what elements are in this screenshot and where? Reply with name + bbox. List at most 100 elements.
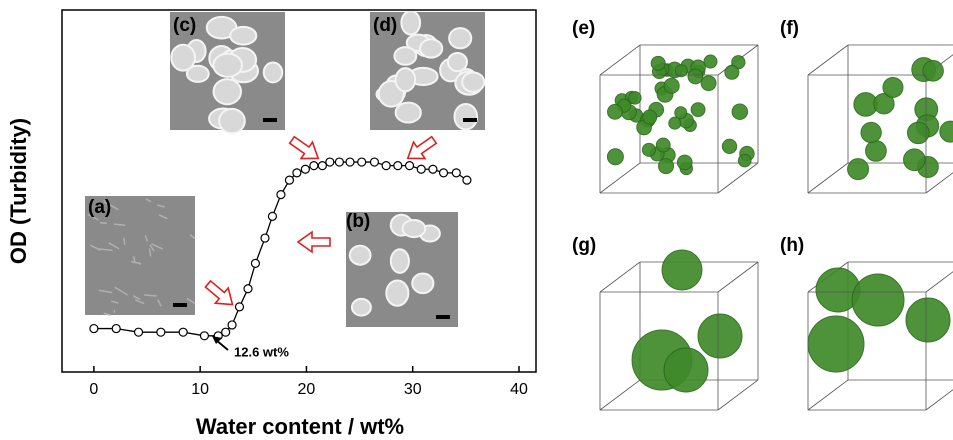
sphere (904, 149, 926, 171)
cube-panel (600, 45, 758, 193)
sphere (607, 149, 623, 165)
particle (449, 28, 471, 48)
cube-edge (926, 380, 953, 410)
particle (394, 47, 416, 65)
sphere (656, 138, 670, 152)
data-point (326, 158, 334, 166)
red-arrow (402, 132, 440, 167)
sphere (688, 69, 703, 84)
x-tick-label: 10 (191, 381, 209, 398)
data-point (463, 176, 471, 184)
cube-edge (808, 163, 848, 193)
sphere (861, 122, 881, 142)
cube-edge (600, 262, 640, 292)
data-point (429, 165, 437, 173)
data-point (417, 165, 425, 173)
cube-edge (718, 262, 758, 292)
texture (114, 224, 125, 225)
cube-edge (926, 262, 953, 292)
y-axis-title: OD (Turbidity) (6, 118, 31, 264)
particle (401, 11, 420, 34)
particle (412, 273, 433, 293)
cube-edge (718, 163, 758, 193)
particle (187, 66, 209, 82)
sphere (883, 77, 903, 97)
particle (396, 103, 421, 123)
particle (386, 280, 408, 305)
particle (213, 54, 242, 77)
inset-label: (c) (173, 15, 196, 36)
data-point (358, 158, 366, 166)
panel-label: (g) (572, 235, 596, 256)
particle (219, 109, 245, 133)
data-point (157, 328, 165, 336)
sphere (669, 117, 681, 129)
scale-bar (436, 315, 450, 319)
data-point (268, 212, 276, 220)
sphere (651, 56, 665, 70)
sphere (906, 298, 950, 342)
sphere (701, 76, 716, 91)
panel-label: (f) (780, 18, 799, 39)
sphere (852, 274, 904, 326)
x-axis-title: Water content / wt% (196, 414, 404, 439)
particle (420, 39, 442, 57)
data-point (370, 158, 378, 166)
x-tick-label: 0 (89, 381, 98, 398)
sphere (664, 348, 708, 392)
scale-bar (263, 118, 277, 122)
sphere (738, 154, 751, 167)
x-tick-label: 20 (298, 381, 316, 398)
red-arrow (202, 276, 239, 312)
panel-label: (e) (572, 18, 595, 39)
data-point (318, 162, 326, 170)
figure: Water content / wt% OD (Turbidity) (a)(b… (0, 0, 953, 440)
sphere (698, 314, 742, 358)
data-point (277, 191, 285, 199)
data-point (301, 165, 309, 173)
cube-edge (600, 380, 640, 410)
sphere (608, 104, 623, 119)
red-arrow (286, 132, 324, 167)
red-arrow (298, 232, 330, 252)
particle (396, 68, 416, 91)
sphere (866, 141, 887, 162)
particle (402, 220, 425, 237)
cube-edge (808, 45, 848, 75)
sphere (732, 104, 747, 119)
particle (230, 27, 256, 45)
x-tick-label: 30 (404, 381, 422, 398)
panel-label: (h) (780, 235, 804, 256)
data-point (335, 158, 343, 166)
sphere (808, 316, 864, 372)
sphere (662, 250, 702, 290)
data-point (235, 303, 243, 311)
particle (352, 299, 371, 316)
particle (391, 249, 409, 273)
cube-panel (808, 45, 953, 193)
cube-edge (718, 380, 758, 410)
data-point (346, 158, 354, 166)
data-point (293, 169, 301, 177)
annotation: 12.6 wt% (234, 344, 289, 359)
sphere (940, 121, 953, 142)
data-point (452, 169, 460, 177)
particle (350, 246, 371, 265)
sphere (664, 78, 679, 93)
particle (462, 72, 484, 91)
data-point (244, 285, 252, 293)
sphere (677, 155, 692, 170)
data-point (285, 176, 293, 184)
sphere (848, 159, 869, 180)
sphere (691, 103, 705, 117)
data-point (200, 332, 208, 340)
particle (264, 63, 282, 83)
cube-edge (600, 45, 640, 75)
data-point (310, 162, 318, 170)
particle (448, 53, 467, 71)
data-point (394, 162, 402, 170)
sphere (725, 65, 739, 79)
data-point (228, 321, 236, 329)
sphere (704, 55, 717, 68)
particle (455, 104, 478, 129)
